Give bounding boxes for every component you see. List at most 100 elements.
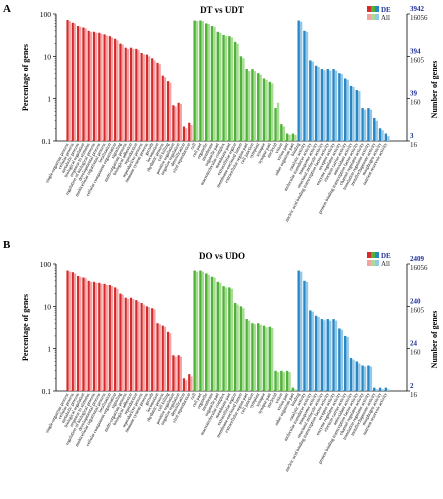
- bar-all-mf: [299, 271, 303, 391]
- bar-all-bp: [68, 21, 71, 142]
- bar-all-cc: [201, 271, 205, 391]
- x-category-label: cell: [189, 141, 197, 150]
- bar-all-mf: [334, 320, 338, 391]
- right-tick-de-label: 2409: [410, 255, 425, 263]
- bar-de-mf: [349, 85, 353, 141]
- bar-all-bp: [158, 64, 161, 141]
- bar-de-cc: [291, 387, 295, 391]
- bar-all-cc: [201, 21, 205, 142]
- bar-de-mf: [367, 108, 370, 141]
- bar-de-bp: [77, 276, 80, 391]
- right-tick-de-label: 3942: [410, 5, 425, 13]
- bar-de-bp: [98, 282, 101, 391]
- right-axis-label: Number of genes: [430, 61, 439, 119]
- bar-de-bp: [172, 105, 175, 141]
- bar-all-bp: [169, 82, 172, 141]
- bar-de-mf: [332, 69, 335, 141]
- bar-de-mf: [367, 365, 370, 391]
- bar-de-bp: [66, 270, 69, 391]
- bar-all-cc: [276, 102, 280, 141]
- bar-all-cc: [219, 32, 222, 141]
- bar-de-cc: [262, 325, 266, 391]
- bar-de-mf: [320, 319, 324, 391]
- bar-all-cc: [236, 43, 239, 141]
- right-tick-de-label: 240: [410, 297, 421, 305]
- bar-de-cc: [228, 287, 231, 391]
- x-category-label: synapse: [255, 142, 266, 157]
- bar-de-cc: [239, 56, 243, 142]
- bar-all-bp: [89, 31, 93, 141]
- bar-all-cc: [271, 83, 274, 141]
- bar-de-bp: [151, 308, 154, 391]
- bar-de-cc: [268, 326, 271, 391]
- right-tick-all-label: 16056: [410, 264, 428, 272]
- bar-de-bp: [156, 62, 159, 141]
- bar-all-mf: [369, 109, 373, 141]
- bar-all-cc: [294, 134, 297, 141]
- bar-de-bp: [82, 277, 85, 391]
- bar-de-mf: [338, 73, 341, 141]
- bar-all-bp: [132, 298, 135, 391]
- legend-swatch-all: [375, 260, 379, 266]
- bar-de-cc: [239, 306, 243, 391]
- bar-all-bp: [153, 60, 156, 142]
- bar-all-bp: [137, 301, 140, 391]
- bar-all-bp: [153, 309, 156, 391]
- bar-de-bp: [182, 378, 186, 391]
- bar-de-cc: [199, 270, 202, 391]
- bar-all-bp: [126, 298, 130, 391]
- bar-de-cc: [193, 20, 196, 141]
- bar-all-cc: [265, 79, 268, 141]
- bar-all-bp: [185, 380, 188, 391]
- bar-all-bp: [185, 128, 188, 141]
- bar-de-bp: [172, 355, 175, 391]
- x-category-label: cell: [189, 391, 197, 400]
- right-tick-all-label: 1605: [410, 56, 425, 64]
- bar-de-bp: [92, 31, 96, 141]
- x-category-label: synapse: [255, 392, 266, 407]
- y-axis-label: Percentage of genes: [21, 44, 30, 111]
- y-tick-label: 10: [44, 52, 52, 61]
- bar-de-bp: [145, 306, 149, 391]
- legend-swatch-de: [371, 6, 375, 12]
- bar-all-bp: [68, 271, 71, 391]
- right-tick-all-label: 16056: [410, 14, 428, 22]
- bar-de-bp: [71, 22, 74, 142]
- bar-de-mf: [326, 69, 329, 141]
- right-tick-de-label: 2: [410, 382, 414, 390]
- bar-all-bp: [158, 324, 161, 391]
- bar-de-cc: [257, 73, 260, 141]
- panel-letter: A: [3, 3, 11, 15]
- bar-all-bp: [169, 333, 172, 391]
- legend-swatch-de: [367, 6, 371, 12]
- bar-all-bp: [110, 37, 114, 142]
- legend-swatch-all: [367, 260, 371, 266]
- bar-all-cc: [224, 36, 228, 141]
- bar-all-bp: [116, 40, 119, 141]
- chart-title: DT vs UDT: [200, 5, 244, 15]
- bar-de-bp: [135, 300, 138, 391]
- bar-all-cc: [265, 327, 268, 391]
- bar-all-bp: [105, 284, 108, 391]
- bar-de-bp: [87, 280, 90, 391]
- bar-all-bp: [190, 376, 193, 391]
- bar-de-mf: [361, 108, 364, 141]
- bar-de-bp: [71, 272, 74, 391]
- right-tick-de-label: 3: [410, 132, 414, 140]
- bar-de-cc: [251, 69, 254, 141]
- bar-all-mf: [381, 389, 384, 391]
- bar-de-cc: [268, 81, 271, 141]
- bar-de-bp: [188, 374, 191, 391]
- bar-all-bp: [79, 276, 82, 391]
- bar-all-mf: [352, 359, 355, 391]
- bar-de-bp: [161, 325, 164, 391]
- bar-de-bp: [145, 54, 149, 142]
- legend-swatch-all: [371, 260, 375, 266]
- bar-all-mf: [328, 320, 332, 391]
- bar-all-bp: [174, 106, 177, 141]
- bar-all-cc: [259, 74, 262, 141]
- bar-all-cc: [282, 126, 285, 141]
- legend-de-label: DE: [381, 6, 391, 14]
- bar-de-mf: [297, 20, 300, 141]
- bar-de-cc: [222, 34, 225, 141]
